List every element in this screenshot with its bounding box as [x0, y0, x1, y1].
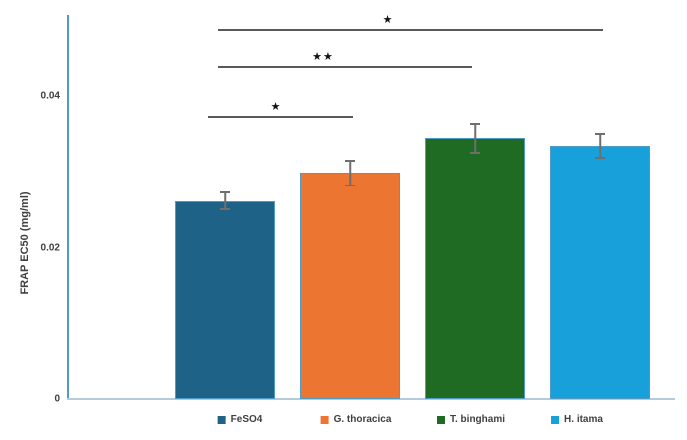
- significance-label: ★: [270, 102, 282, 116]
- legend-swatch: [320, 415, 329, 424]
- significance-label: ★: [382, 15, 394, 29]
- legend-item-G. thoracica: G. thoracica: [320, 414, 392, 425]
- x-axis-line: [67, 398, 675, 400]
- error-bar-stem: [599, 133, 601, 159]
- significance-bracket: [218, 29, 603, 31]
- legend-label: T. binghami: [450, 414, 505, 425]
- significance-bracket: [208, 116, 353, 118]
- legend-item-H. itama: H. itama: [551, 414, 603, 425]
- y-tick-label: 0.04: [40, 90, 60, 102]
- y-tick-label: 0.02: [40, 242, 60, 253]
- error-bar-cap-bottom: [345, 184, 355, 187]
- legend-swatch: [437, 415, 445, 424]
- error-bar: [345, 160, 355, 187]
- error-bar-cap-top: [470, 123, 480, 125]
- error-bar-cap-bottom: [595, 157, 605, 159]
- legend-label: G. thoracica: [333, 414, 392, 425]
- legend-item-FeSO4: FeSO4: [217, 414, 263, 425]
- error-bar-stem: [224, 191, 226, 210]
- legend-swatch: [217, 415, 226, 424]
- bar-T. binghami: [425, 138, 525, 399]
- error-bar-cap-bottom: [470, 152, 480, 154]
- error-bar: [470, 123, 480, 154]
- error-bar-cap-top: [595, 133, 605, 135]
- error-bar-cap-top: [220, 191, 230, 193]
- significance-label: ★★: [312, 52, 334, 66]
- y-axis-line: [67, 15, 69, 400]
- y-tick-label: 0: [54, 393, 60, 405]
- error-bar-cap-bottom: [220, 208, 230, 210]
- bar-H. itama: [550, 145, 650, 399]
- legend-item-T. binghami: T. binghami: [437, 414, 505, 425]
- legend-swatch: [551, 415, 560, 424]
- legend-label: H. itama: [564, 414, 603, 425]
- bar-G. thoracica: [300, 173, 400, 399]
- error-bar-stem: [349, 160, 351, 187]
- significance-bracket: [218, 66, 472, 68]
- legend-label: FeSO4: [230, 414, 263, 425]
- legend: FeSO4 G. thoracica T. binghami H. itama: [0, 414, 687, 436]
- error-bar-stem: [474, 123, 476, 154]
- error-bar-cap-top: [345, 160, 355, 162]
- error-bar: [220, 191, 230, 210]
- error-bar: [595, 133, 605, 159]
- bar-FeSO4: [175, 200, 275, 399]
